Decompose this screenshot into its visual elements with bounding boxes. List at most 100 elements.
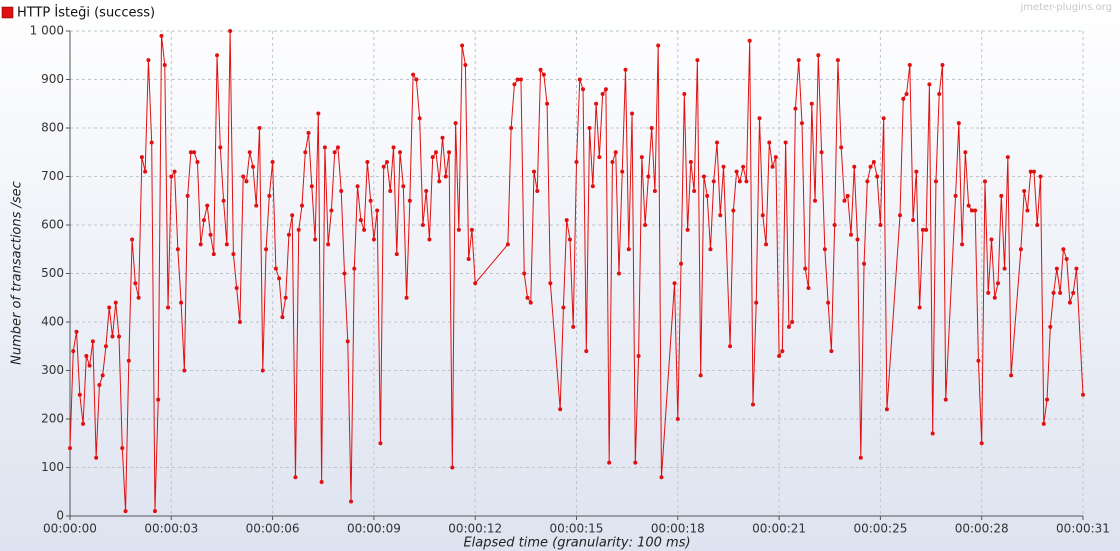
data-point — [940, 62, 945, 67]
data-point — [901, 96, 906, 101]
data-point — [159, 33, 164, 38]
data-point — [548, 281, 553, 286]
data-point — [404, 295, 409, 300]
data-point — [930, 431, 935, 436]
data-point — [538, 67, 543, 72]
x-tick-label: 00:00:25 — [853, 522, 907, 536]
x-tick-label: 00:00:03 — [144, 522, 198, 536]
y-tick-label: 600 — [41, 218, 64, 232]
data-point — [1002, 266, 1007, 271]
data-point — [777, 353, 782, 358]
data-point — [966, 203, 971, 208]
data-point — [803, 266, 808, 271]
data-point — [368, 198, 373, 203]
data-point — [793, 106, 798, 111]
data-point — [760, 213, 765, 218]
data-point — [744, 179, 749, 184]
data-point — [293, 475, 298, 480]
data-point — [855, 237, 860, 242]
data-point — [832, 223, 837, 227]
data-point — [718, 213, 723, 218]
data-point — [630, 111, 635, 116]
data-point — [728, 344, 733, 349]
data-point — [355, 184, 360, 189]
data-point — [469, 227, 474, 232]
data-point — [904, 92, 909, 97]
y-tick-label: 300 — [41, 363, 64, 377]
data-point — [607, 460, 612, 465]
data-point — [757, 116, 762, 121]
data-point — [937, 92, 942, 97]
data-point — [143, 169, 148, 174]
data-point — [839, 145, 844, 150]
data-point — [169, 174, 174, 179]
data-point — [94, 455, 99, 460]
x-tick-label: 00:00:00 — [43, 522, 97, 536]
data-point — [398, 150, 403, 155]
data-point — [525, 295, 530, 300]
data-point — [1081, 392, 1085, 397]
data-point — [567, 237, 572, 242]
data-point — [636, 353, 641, 358]
data-point — [747, 38, 752, 43]
y-tick-label: 900 — [41, 72, 64, 86]
data-point — [100, 373, 105, 378]
data-point — [215, 53, 220, 58]
data-point — [120, 446, 125, 451]
data-point — [1054, 266, 1059, 271]
data-point — [309, 184, 314, 189]
data-point — [175, 247, 180, 252]
data-point — [68, 446, 72, 451]
data-point — [715, 140, 720, 145]
data-point — [509, 126, 514, 130]
data-point — [862, 261, 867, 266]
data-point — [875, 174, 880, 179]
data-point — [198, 242, 203, 247]
data-point — [296, 227, 301, 232]
data-point — [597, 155, 602, 160]
data-point — [600, 92, 605, 97]
data-point — [126, 358, 131, 363]
data-point — [587, 126, 592, 130]
data-point — [796, 58, 801, 63]
data-point — [783, 140, 788, 145]
data-point — [313, 237, 318, 242]
data-point — [535, 189, 540, 194]
data-point — [179, 300, 184, 305]
data-point — [868, 164, 873, 169]
data-point — [829, 349, 834, 354]
y-tick-label: 200 — [41, 412, 64, 426]
data-point — [218, 145, 223, 150]
data-point — [447, 150, 452, 155]
data-point — [339, 189, 344, 194]
legend-swatch — [1, 6, 14, 19]
data-point — [1067, 300, 1072, 305]
data-point — [182, 368, 187, 373]
data-point — [221, 198, 226, 203]
data-point — [1064, 256, 1069, 261]
data-point — [750, 402, 755, 407]
data-point — [394, 252, 399, 257]
data-point — [1022, 189, 1027, 194]
data-point — [401, 184, 406, 189]
data-point — [430, 155, 435, 160]
data-point — [384, 159, 389, 164]
data-point — [156, 397, 161, 402]
data-point — [532, 169, 537, 174]
data-point — [185, 193, 190, 198]
data-point — [770, 164, 775, 169]
data-point — [917, 305, 922, 310]
data-point — [388, 189, 393, 194]
data-point — [920, 227, 925, 232]
data-point — [672, 281, 677, 286]
data-point — [407, 198, 412, 203]
data-point — [244, 179, 249, 184]
data-point — [456, 227, 461, 232]
data-point — [764, 242, 769, 247]
data-point — [267, 193, 272, 198]
data-point — [411, 72, 416, 77]
data-point — [633, 460, 638, 465]
data-point — [231, 252, 236, 257]
data-point — [254, 203, 259, 208]
